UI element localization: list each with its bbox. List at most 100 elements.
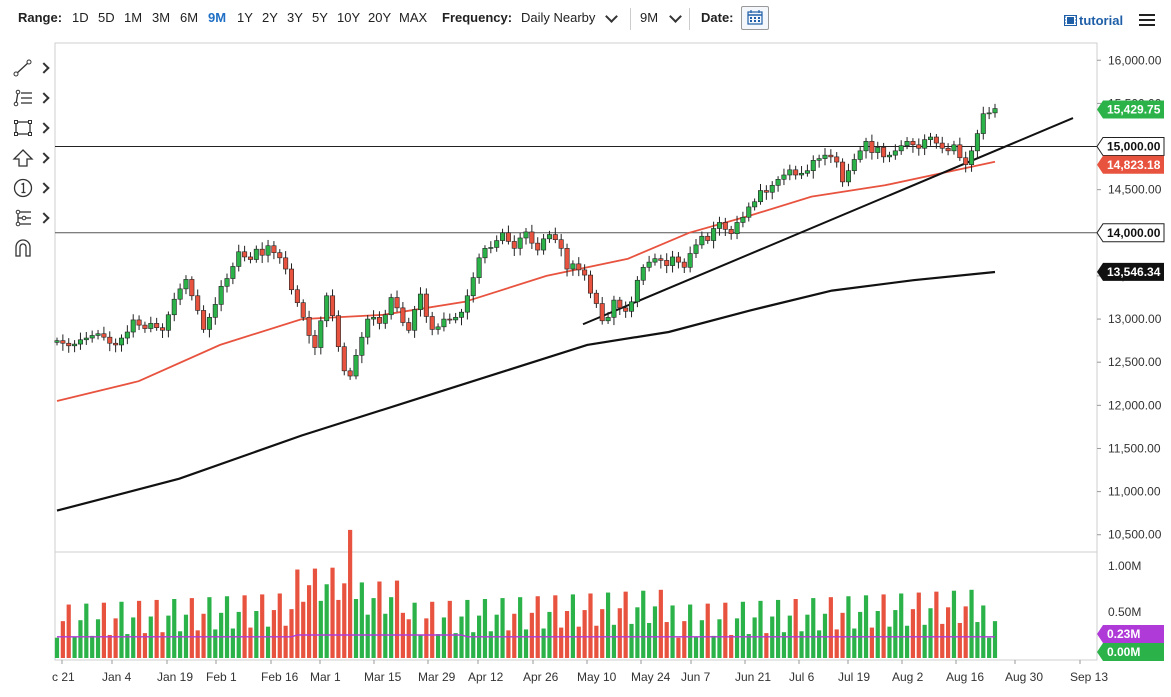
range-5d-button[interactable]: 5D	[98, 10, 115, 25]
range-label: Range:	[18, 10, 63, 25]
frequency-label: Frequency:	[442, 10, 513, 25]
candle-body	[974, 133, 980, 152]
candle-body	[863, 141, 869, 152]
candle-body	[494, 240, 500, 248]
candle-body	[699, 235, 705, 246]
volume-bar	[324, 584, 329, 658]
candle-body	[728, 229, 734, 234]
candle-body	[746, 206, 752, 218]
candle-body	[681, 261, 687, 268]
tutorial-link[interactable]: tutorial	[1064, 13, 1123, 28]
candle-body	[300, 302, 306, 318]
range-1y-button[interactable]: 1Y	[237, 10, 253, 25]
volume-bar	[371, 598, 376, 658]
volume-bar	[570, 594, 575, 658]
volume-bar	[529, 612, 534, 658]
range-3y-button[interactable]: 3Y	[287, 10, 303, 25]
level-14000-badge: 14,000.00	[1096, 223, 1165, 243]
volume-bar	[342, 583, 347, 658]
candle-body	[500, 232, 506, 241]
candle-body	[763, 190, 769, 193]
candle-body	[892, 150, 898, 156]
candle-body	[60, 340, 66, 344]
range-max-button[interactable]: MAX	[399, 10, 428, 25]
candle-body	[130, 319, 136, 333]
rectangle-tool[interactable]	[12, 118, 52, 140]
candle-body	[904, 141, 910, 146]
candle-body	[969, 150, 975, 165]
volume-bar	[705, 603, 710, 658]
volume-bar	[353, 599, 359, 658]
volume-bar	[910, 609, 916, 658]
candle-body	[447, 318, 453, 321]
candle-body	[54, 340, 60, 343]
range-2y-button[interactable]: 2Y	[262, 10, 278, 25]
candle-body	[306, 317, 312, 336]
volume-bar	[629, 623, 634, 658]
volume-bar	[682, 621, 687, 658]
period-select[interactable]: 9M	[640, 10, 659, 25]
range-5y-button[interactable]: 5Y	[312, 10, 328, 25]
horizontal-levels	[55, 146, 1097, 234]
candle-body	[394, 297, 400, 309]
range-1m-button[interactable]: 1M	[124, 10, 143, 25]
range-10y-button[interactable]: 10Y	[337, 10, 361, 25]
volume-bar	[336, 599, 341, 658]
candle-body	[330, 295, 336, 316]
candle-body	[189, 279, 195, 297]
arrow-tool[interactable]	[12, 148, 52, 170]
candle-body	[288, 268, 294, 291]
annotation-tool[interactable]	[12, 178, 52, 200]
volume-bar	[559, 627, 564, 658]
volume-bar	[975, 622, 980, 658]
range-6m-button[interactable]: 6M	[180, 10, 199, 25]
candle-body	[564, 248, 570, 270]
x-tick-label: Jun 7	[681, 670, 711, 684]
volume-bar	[265, 626, 271, 658]
y-tick-label: 12,500.00	[1108, 355, 1162, 369]
volume-bar	[72, 636, 77, 658]
ma50-badge-text: 14,823.18	[1107, 158, 1161, 172]
candle-body	[541, 238, 547, 251]
pitchfork-tool[interactable]	[12, 208, 52, 230]
fib-levels-tool[interactable]	[12, 88, 52, 110]
range-9m-button[interactable]: 9M	[208, 10, 227, 25]
volume-bar	[987, 637, 992, 658]
range-1d-button[interactable]: 1D	[72, 10, 89, 25]
candle-body	[505, 232, 511, 242]
candle-body	[886, 154, 892, 158]
hamburger-menu-icon[interactable]	[1139, 14, 1155, 26]
volume-bar	[981, 605, 986, 658]
ma200-badge: 13,546.34	[1097, 262, 1164, 281]
volume-bar	[430, 601, 435, 658]
volume-bar	[658, 589, 663, 658]
candle-body	[376, 317, 382, 324]
line-draw-tool[interactable]	[12, 58, 52, 80]
candle-body	[212, 304, 218, 318]
volume-bar	[881, 594, 886, 658]
arrow-up-icon	[12, 149, 34, 167]
x-tick-label: Feb 1	[206, 670, 237, 684]
volume-bar	[752, 617, 757, 658]
y-tick-label: 12,000.00	[1108, 398, 1162, 412]
tutorial-label[interactable]: tutorial	[1079, 13, 1124, 28]
range-20y-button[interactable]: 20Y	[368, 10, 392, 25]
calendar-icon[interactable]	[741, 6, 769, 30]
candle-body	[277, 252, 283, 259]
range-3m-button[interactable]: 3M	[152, 10, 171, 25]
magnet-tool[interactable]	[12, 238, 52, 260]
candle-body	[587, 274, 593, 294]
candle-body	[482, 248, 488, 259]
volume-bar	[207, 597, 212, 658]
volume-bar	[846, 596, 851, 658]
volume-bar	[131, 617, 136, 658]
volume-bar	[699, 620, 704, 658]
chart-frame	[54, 42, 1098, 661]
candle-body	[834, 156, 840, 163]
candle-body	[171, 298, 177, 316]
volume-bar	[389, 597, 394, 658]
volume-bar	[717, 619, 722, 658]
frequency-select[interactable]: Daily Nearby	[521, 10, 596, 25]
volume-bar	[817, 630, 822, 658]
